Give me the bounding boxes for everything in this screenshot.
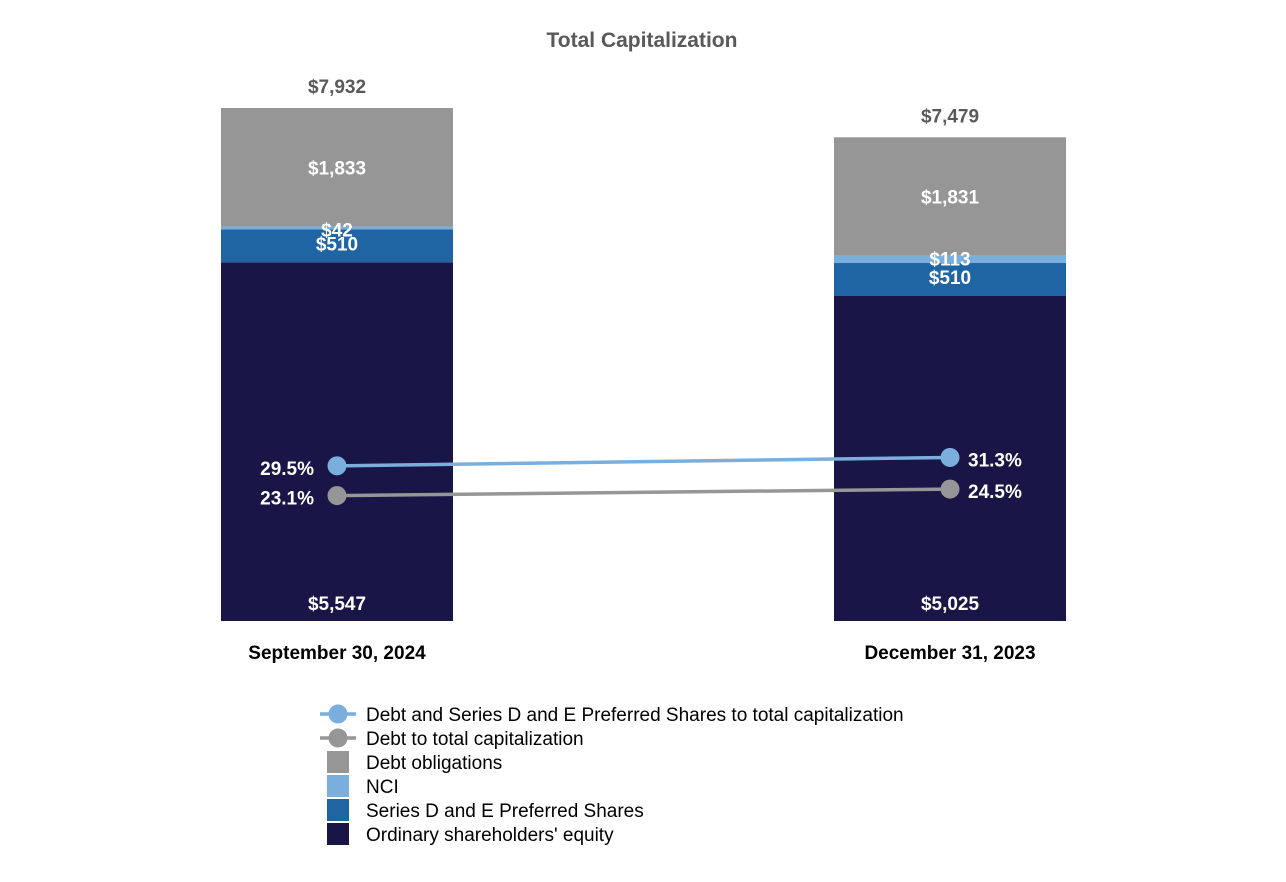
legend-marker-icon <box>328 728 348 748</box>
bar-segment-debt <box>221 108 453 227</box>
legend-label: Ordinary shareholders' equity <box>366 825 614 846</box>
bar-segment-preferred <box>834 263 1066 297</box>
legend-box-swatch <box>327 775 349 797</box>
category-label: December 31, 2023 <box>864 643 1035 664</box>
legend-label: Debt to total capitalization <box>366 729 584 750</box>
bar-value-label-preferred: $510 <box>316 234 358 255</box>
line-point-debt_ratio <box>940 479 960 499</box>
bar-value-label-equity: $5,547 <box>308 594 366 615</box>
bar-segment-equity <box>221 262 453 621</box>
category-label: September 30, 2024 <box>248 643 426 664</box>
ratio-lines: 29.5% 31.3% 23.1% 24.5% <box>260 447 1022 510</box>
line-point-debt_pref_ratio <box>940 447 960 467</box>
bar-value-label-nci: $113 <box>929 250 970 271</box>
line-debt_pref_ratio <box>336 455 951 468</box>
legend-label: Series D and E Preferred Shares <box>366 801 644 822</box>
legend-label: NCI <box>366 777 399 798</box>
legend: Debt and Series D and E Preferred Shares… <box>320 704 904 846</box>
line-value-label-debt_pref_ratio: 29.5% <box>260 459 314 480</box>
bar-segment-debt <box>834 137 1066 256</box>
bar-value-label-preferred: $510 <box>929 268 971 289</box>
bar-value-label-debt: $1,833 <box>308 158 366 179</box>
line-point-debt_pref_ratio <box>327 456 347 476</box>
legend-box-swatch <box>327 823 349 845</box>
bar-segment-nci <box>221 226 453 230</box>
line-value-label-debt_pref_ratio: 31.3% <box>968 450 1022 471</box>
legend-marker-icon <box>328 704 348 724</box>
bar-value-label-equity: $5,025 <box>921 594 980 615</box>
bar-segment-preferred <box>221 229 453 263</box>
line-value-label-debt_ratio: 24.5% <box>968 482 1022 503</box>
line-value-label-debt_ratio: 23.1% <box>260 489 314 510</box>
bar-total-label: $7,932 <box>308 77 366 98</box>
bar-value-label-debt: $1,831 <box>921 188 980 209</box>
legend-label: Debt and Series D and E Preferred Shares… <box>366 705 904 726</box>
line-point-debt_ratio <box>327 486 347 506</box>
legend-label: Debt obligations <box>366 753 502 774</box>
bar-value-label-nci: $42 <box>321 221 353 242</box>
bar-segment-nci <box>834 255 1066 264</box>
legend-box-swatch <box>327 799 349 821</box>
line-debt_ratio <box>336 487 951 498</box>
legend-box-swatch <box>327 751 349 773</box>
chart-title: Total Capitalization <box>547 29 738 52</box>
bar-total-label: $7,479 <box>921 106 979 127</box>
